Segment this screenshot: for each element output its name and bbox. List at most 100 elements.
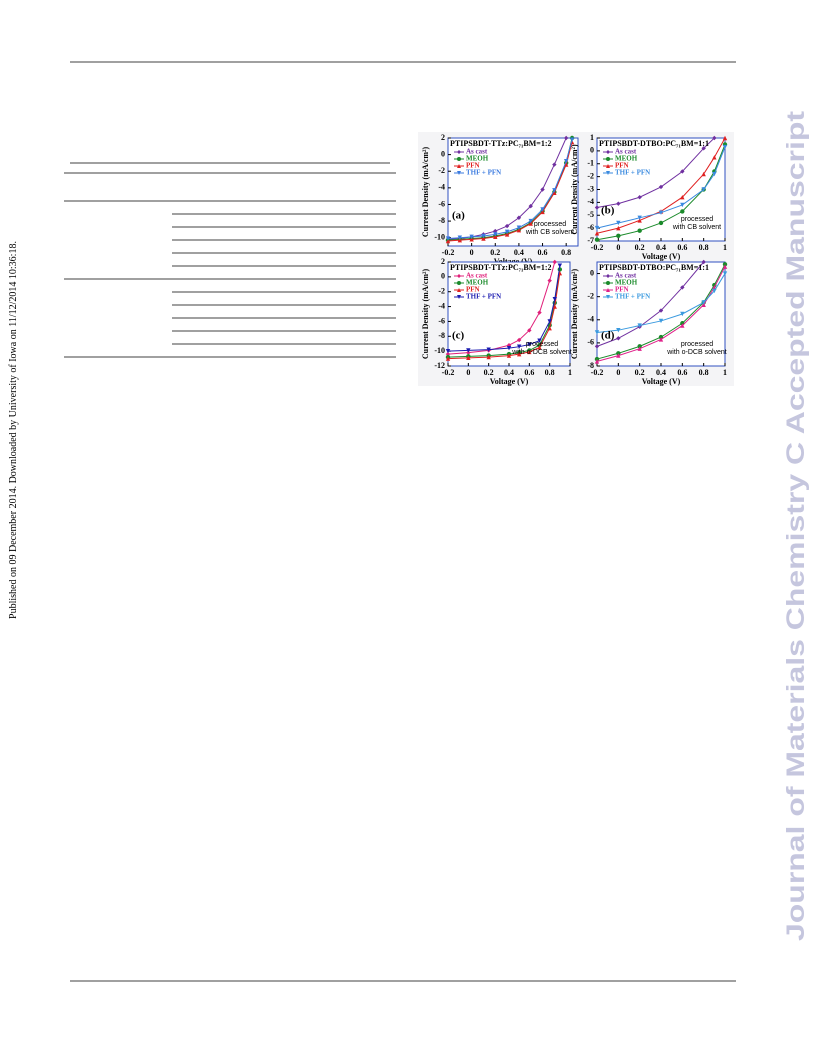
series-line [596, 261, 705, 347]
legend-label: MEOH [615, 279, 638, 287]
data-point [552, 259, 557, 265]
data-point [680, 169, 685, 174]
data-point [722, 144, 728, 150]
panel-title: PTIPSBDT-DTBO:PC₇₁BM=1:1 [599, 263, 709, 272]
legend-label: THF + PFN [615, 293, 650, 301]
x-tick-label: 0.6 [524, 368, 534, 377]
legend-marker [457, 171, 461, 175]
data-point [552, 190, 557, 196]
y-tick-label: -6 [587, 223, 594, 232]
data-point [486, 347, 491, 352]
legend-marker [457, 281, 461, 285]
data-point [516, 215, 522, 220]
x-tick-label: 0 [466, 368, 470, 377]
data-point [722, 271, 728, 276]
data-point [616, 233, 621, 239]
series-line [596, 146, 726, 229]
data-point [680, 285, 685, 290]
legend-marker [606, 274, 610, 278]
data-point [701, 259, 706, 265]
data-point [537, 345, 542, 350]
data-point [637, 344, 642, 349]
y-tick-label: 2 [441, 133, 445, 142]
data-point [658, 337, 664, 342]
data-point [680, 311, 685, 317]
legend-marker [606, 281, 610, 285]
data-point [658, 220, 664, 226]
legend-marker [606, 157, 610, 161]
data-point [637, 215, 642, 221]
annotation: with o-DCB solvent [666, 349, 727, 356]
data-point [516, 337, 522, 343]
annotation: with o-DCB solvent [511, 349, 572, 356]
data-point [594, 330, 600, 335]
y-tick-label: 0 [590, 268, 594, 277]
data-point [537, 338, 542, 343]
data-point [658, 308, 664, 313]
y-axis-label: Current Density (mA/cm²) [421, 269, 430, 360]
legend-label: MEOH [466, 279, 489, 287]
data-point [493, 228, 498, 234]
data-point [680, 195, 685, 200]
y-tick-label: -1 [587, 159, 594, 168]
x-tick-label: 0.6 [677, 243, 687, 252]
y-axis-label: Current Density (mA/cm²) [570, 144, 579, 235]
download-note: Published on 09 December 2014. Downloade… [8, 241, 19, 619]
x-tick-label: 0.8 [699, 243, 709, 252]
x-axis-label: Voltage (V) [642, 252, 681, 261]
data-point [594, 359, 600, 364]
data-point [493, 232, 498, 237]
legend-marker [606, 150, 610, 154]
annotation: processed [681, 216, 713, 223]
data-point [528, 203, 533, 209]
data-point [552, 296, 557, 302]
legend-label: MEOH [615, 155, 638, 163]
data-point [540, 187, 545, 192]
x-tick-label: 0.4 [656, 243, 666, 252]
legend-label: PFN [615, 286, 629, 294]
legend-marker [457, 274, 461, 278]
data-point [445, 348, 451, 354]
x-tick-label: 0.8 [561, 248, 571, 257]
data-point [527, 349, 532, 355]
data-point [552, 188, 557, 193]
data-point [563, 135, 569, 141]
x-tick-label: -0.2 [442, 248, 455, 257]
series-line [447, 269, 561, 358]
y-tick-label: 0 [441, 272, 445, 281]
x-tick-label: 0.4 [514, 248, 524, 257]
y-tick-label: -10 [434, 233, 445, 242]
y-tick-label: -12 [434, 361, 445, 370]
x-tick-label: -0.2 [591, 243, 604, 252]
y-tick-label: -4 [587, 197, 594, 206]
panel-title: PTIPSBDT-DTBO:PC₇₁BM=1:1 [599, 139, 709, 148]
data-point [616, 353, 621, 358]
data-point [457, 235, 463, 240]
series-line [447, 265, 561, 352]
x-tick-label: 0.2 [635, 243, 645, 252]
panel-label: (d) [601, 330, 615, 342]
data-point [594, 344, 600, 349]
legend-marker [457, 150, 461, 154]
data-point [594, 231, 600, 236]
y-tick-label: -7 [587, 236, 594, 245]
x-axis-label: Voltage (V) [490, 377, 529, 386]
data-point [557, 263, 563, 268]
annotation: processed [526, 341, 558, 348]
data-point [516, 225, 522, 230]
data-point [712, 155, 717, 160]
data-point [701, 300, 706, 305]
legend-label: As cast [615, 148, 637, 156]
x-tick-label: 0.6 [677, 368, 687, 377]
data-point [680, 202, 685, 208]
panel-label: (b) [601, 205, 615, 217]
data-point [537, 310, 542, 315]
series-line [447, 139, 573, 240]
legend-marker [606, 164, 610, 168]
panel-label: (a) [452, 210, 465, 222]
legend-marker [606, 295, 610, 299]
y-tick-label: -2 [587, 291, 594, 300]
panel-label: (c) [452, 330, 465, 342]
x-axis-label: Voltage (V) [642, 377, 681, 386]
legend-label: MEOH [466, 155, 489, 163]
